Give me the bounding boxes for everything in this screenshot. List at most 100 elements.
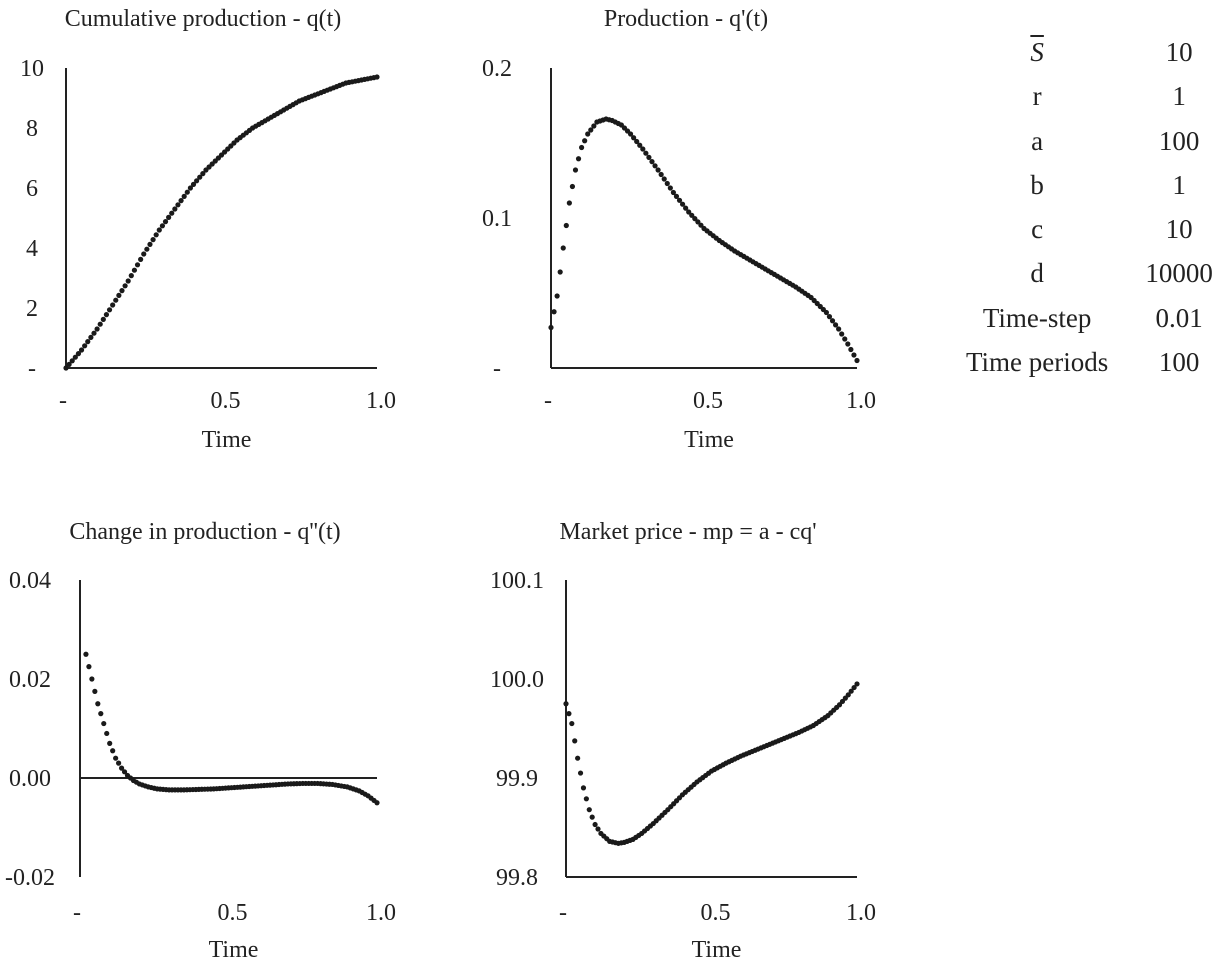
y-tick-label: 6 <box>26 176 38 202</box>
parameter-table: S 10 r 1 a 100 b 1 c 10 d 10000 Time-ste… <box>945 30 1229 384</box>
x-tick-label: 0.5 <box>701 900 731 926</box>
data-point <box>588 127 594 133</box>
y-tick-label: - <box>493 356 501 382</box>
y-tick-label: - <box>28 356 36 382</box>
data-point <box>566 200 572 206</box>
data-point <box>664 180 670 187</box>
data-point <box>101 720 107 727</box>
data-point <box>658 171 664 178</box>
x-tick-label: - <box>73 900 81 926</box>
data-point <box>563 222 569 229</box>
data-point <box>121 769 128 775</box>
data-point <box>197 174 203 180</box>
data-point <box>110 748 116 754</box>
data-point <box>689 212 695 218</box>
data-point <box>128 273 134 279</box>
data-point <box>631 135 637 141</box>
data-point <box>569 183 576 190</box>
data-point <box>582 138 588 144</box>
chart-title: Cumulative production - q(t) <box>65 6 342 32</box>
data-point <box>169 210 175 216</box>
param-name: d <box>1030 258 1044 289</box>
x-tick-label: - <box>544 388 552 414</box>
data-point <box>649 159 655 165</box>
chart-title: Production - q'(t) <box>604 6 768 32</box>
data-point <box>823 309 830 316</box>
x-tick-label: 1.0 <box>846 900 876 926</box>
data-point <box>577 770 584 776</box>
data-point <box>583 796 589 802</box>
data-point <box>85 339 91 345</box>
data-point <box>667 185 673 191</box>
data-point <box>627 131 634 137</box>
data-point <box>106 307 113 313</box>
data-point <box>181 193 187 199</box>
y-tick-label: 4 <box>26 236 38 262</box>
param-value: 0.01 <box>1155 302 1203 333</box>
data-point <box>832 322 839 328</box>
data-point <box>634 138 640 145</box>
data-point <box>586 807 592 813</box>
data-point <box>131 267 138 273</box>
data-point <box>200 171 206 177</box>
data-point <box>162 219 169 225</box>
data-point <box>141 251 147 257</box>
data-point <box>652 163 658 169</box>
data-point <box>144 246 150 252</box>
chart-title: Change in production - q''(t) <box>69 519 340 545</box>
data-point <box>72 354 78 360</box>
y-tick-label: 2 <box>26 296 38 322</box>
data-point <box>69 358 75 364</box>
data-point <box>661 176 667 182</box>
y-tick-label: 0.1 <box>482 206 512 232</box>
data-point <box>103 312 110 318</box>
data-point <box>854 681 860 687</box>
data-point <box>695 219 701 225</box>
data-point <box>854 357 860 364</box>
y-tick-label: 0.04 <box>9 568 51 594</box>
data-point <box>63 365 69 371</box>
param-row-c: c 10 <box>945 207 1229 251</box>
data-point <box>560 245 566 251</box>
data-point <box>66 361 72 367</box>
data-point <box>97 321 103 327</box>
x-axis-label: Time <box>209 937 259 963</box>
data-point <box>113 755 119 761</box>
data-point <box>826 314 833 320</box>
param-name: a <box>1031 125 1044 156</box>
data-point <box>100 316 106 322</box>
param-row-s: S 10 <box>945 30 1229 74</box>
data-point <box>637 142 643 148</box>
data-point <box>673 193 680 199</box>
chart-title: Market price - mp = a - cq' <box>559 519 816 545</box>
data-point <box>98 711 104 717</box>
y-tick-label: 8 <box>26 116 38 142</box>
data-point <box>83 651 89 657</box>
param-row-b: b 1 <box>945 163 1229 207</box>
x-tick-label: 1.0 <box>366 388 396 414</box>
param-row-time-step: Time-step 0.01 <box>945 296 1229 340</box>
data-point <box>104 730 110 737</box>
param-row-r: r 1 <box>945 74 1229 118</box>
data-point <box>683 205 689 211</box>
data-point <box>692 216 698 222</box>
y-tick-label: 0.02 <box>9 667 51 693</box>
data-point <box>116 292 122 298</box>
y-tick-label: 0.00 <box>9 766 51 792</box>
data-point <box>86 664 92 670</box>
y-tick-label: 10 <box>20 56 44 82</box>
y-tick-label: 99.9 <box>496 766 538 792</box>
data-point <box>166 214 172 220</box>
data-point <box>78 347 85 353</box>
data-point <box>147 241 153 247</box>
data-point <box>845 692 851 698</box>
data-point <box>589 814 595 820</box>
data-point <box>190 181 197 187</box>
x-axis-label: Time <box>692 937 742 963</box>
param-value: 10 <box>1165 214 1193 245</box>
data-point <box>156 227 162 233</box>
data-point <box>88 334 94 340</box>
data-point <box>676 197 683 203</box>
y-tick-label: 0.2 <box>482 56 512 82</box>
